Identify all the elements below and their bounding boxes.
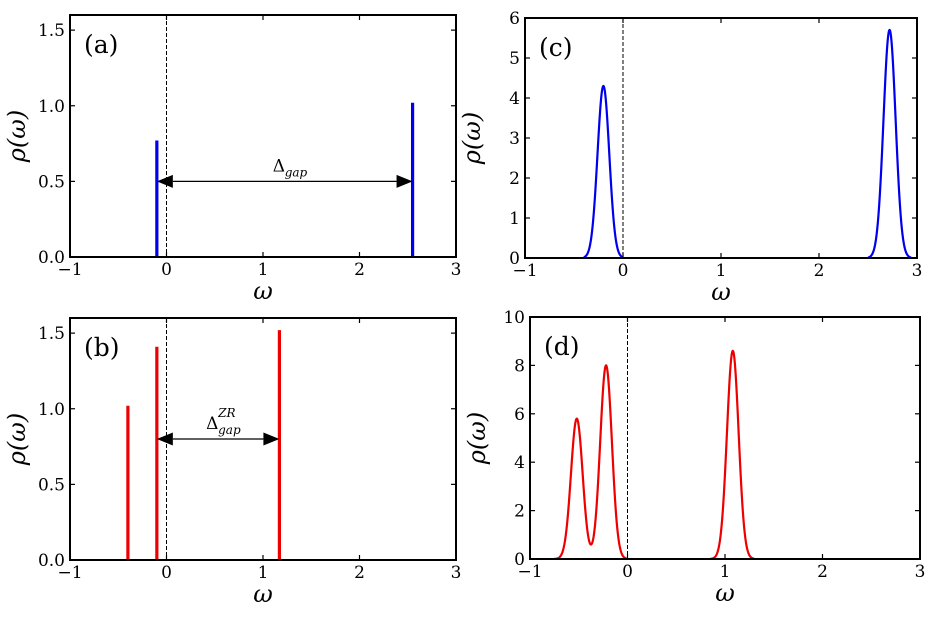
x-tick-label: 3 [451, 260, 462, 280]
x-tick-label: −1 [517, 562, 542, 582]
plot-frame [69, 14, 457, 258]
x-axis-label: ω [711, 278, 731, 306]
x-tick-label: 1 [258, 260, 269, 280]
y-tick-label: 0 [509, 249, 520, 269]
plot-frame [524, 17, 918, 259]
x-tick-label: 2 [354, 563, 365, 583]
panel-label: (a) [84, 30, 118, 59]
plot-frame [529, 316, 921, 560]
x-tick-label: 0 [622, 562, 633, 582]
x-tick-label: 2 [817, 562, 828, 582]
y-axis-label: ρ(ω) [3, 413, 31, 466]
x-axis-label: ω [715, 579, 735, 607]
y-tick-label: 6 [509, 9, 520, 29]
y-axis-label: ρ(ω) [463, 412, 491, 465]
y-tick-label: 1.0 [38, 97, 65, 117]
y-tick-label: 4 [514, 453, 525, 473]
y-tick-label: 2 [514, 502, 525, 522]
y-tick-label: 0.5 [38, 475, 65, 495]
gap-label-subscript: gap [218, 423, 241, 437]
y-tick-label: 0.0 [38, 551, 65, 571]
plot-frame [69, 317, 457, 561]
y-tick-label: 3 [509, 129, 520, 149]
y-axis-label: ρ(ω) [458, 112, 486, 165]
panel-label: (c) [539, 33, 573, 62]
gap-arrow-head-left [156, 174, 173, 188]
x-tick-label: 0 [618, 261, 629, 281]
y-tick-label: 10 [503, 308, 525, 328]
y-tick-label: 6 [514, 405, 525, 425]
y-tick-label: 0 [514, 550, 525, 570]
spectrum-line [554, 364, 628, 561]
y-tick-label: 5 [509, 49, 520, 69]
y-tick-label: 1.5 [38, 324, 65, 344]
gap-label: Δ [206, 414, 218, 434]
gap-arrow-head-left [156, 432, 173, 446]
y-tick-label: 2 [509, 169, 520, 189]
x-tick-label: 0 [161, 260, 172, 280]
y-tick-label: 0.5 [38, 172, 65, 192]
x-tick-label: 2 [814, 261, 825, 281]
y-tick-label: 1.5 [38, 21, 65, 41]
panel-label: (b) [84, 333, 120, 362]
y-tick-label: 1.0 [38, 400, 65, 420]
gap-arrow-head-right [263, 432, 280, 446]
y-axis-label: ρ(ω) [3, 110, 31, 163]
x-tick-label: 2 [354, 260, 365, 280]
gap-label-subscript: gap [285, 165, 308, 179]
spectrum-line [710, 349, 755, 560]
x-tick-label: −1 [57, 260, 82, 280]
x-tick-label: 1 [258, 563, 269, 583]
x-tick-label: −1 [512, 261, 537, 281]
x-tick-label: 1 [716, 261, 727, 281]
panel-label: (d) [544, 332, 580, 361]
gap-label: Δ [273, 156, 285, 176]
y-tick-label: 0.0 [38, 248, 65, 268]
spectrum-line [583, 84, 624, 259]
x-tick-label: −1 [57, 563, 82, 583]
spectrum-line [867, 28, 912, 259]
x-tick-label: 0 [161, 563, 172, 583]
x-tick-label: 3 [451, 563, 462, 583]
gap-label-superscript: ZR [217, 406, 235, 420]
x-tick-label: 3 [912, 261, 923, 281]
x-tick-label: 3 [915, 562, 926, 582]
gap-arrow-head-right [396, 174, 413, 188]
x-axis-label: ω [253, 580, 273, 608]
y-tick-label: 8 [514, 356, 525, 376]
x-tick-label: 1 [720, 562, 731, 582]
y-tick-label: 4 [509, 89, 520, 109]
x-axis-label: ω [253, 277, 273, 305]
y-tick-label: 1 [509, 209, 520, 229]
